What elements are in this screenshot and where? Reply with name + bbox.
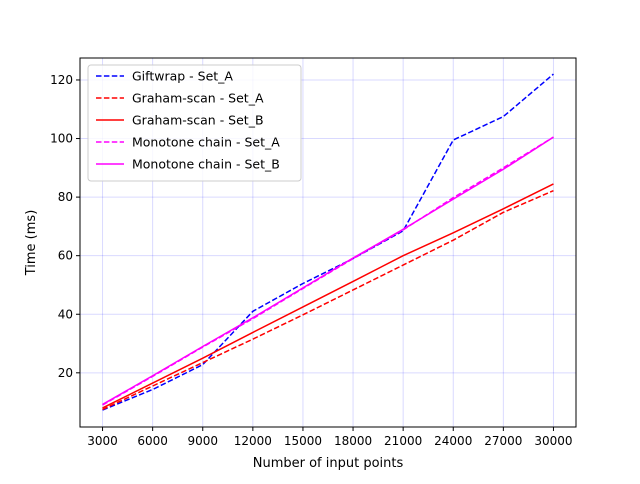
legend-label: Graham-scan - Set_B [132,113,264,128]
x-tick-label: 6000 [137,434,168,448]
series-line-2 [102,189,554,411]
x-tick-label: 18000 [334,434,372,448]
y-axis: 20 40 60 80 100 120 [50,73,80,380]
legend-label: Giftwrap - Set_A [132,69,233,84]
x-tick-label: 12000 [234,434,272,448]
x-axis-label: Number of input points [253,456,404,471]
x-tick-label: 24000 [434,434,472,448]
x-tick-label: 9000 [187,434,218,448]
x-tick-label: 30000 [534,434,572,448]
series-lines [102,73,554,411]
legend-box [87,64,302,182]
legend-label: Monotone chain - Set_A [132,135,280,150]
x-axis: 3000 6000 9000 12000 15000 18000 21000 24000 270… [87,427,573,448]
series-line-1 [102,73,554,411]
plot-frame [79,57,577,428]
legend-label: Monotone chain - Set_B [132,157,280,172]
y-tick-label: 120 [50,73,73,87]
x-tick-label: 3000 [87,434,118,448]
x-tick-label: 27000 [484,434,522,448]
x-tick-label: 15000 [284,434,322,448]
y-tick-label: 100 [50,132,73,146]
series-line-5 [102,136,554,406]
x-tick-label: 21000 [384,434,422,448]
y-axis-label: Time (ms) [24,210,39,277]
y-tick-label: 60 [58,249,73,263]
y-tick-label: 40 [58,307,73,321]
legend-label: Graham-scan - Set_A [132,91,264,106]
y-tick-label: 20 [58,366,73,380]
legend: Giftwrap - Set_A Graham-scan - Set_A Graha… [87,64,302,182]
series-line-3 [102,183,554,409]
y-tick-label: 80 [58,190,73,204]
